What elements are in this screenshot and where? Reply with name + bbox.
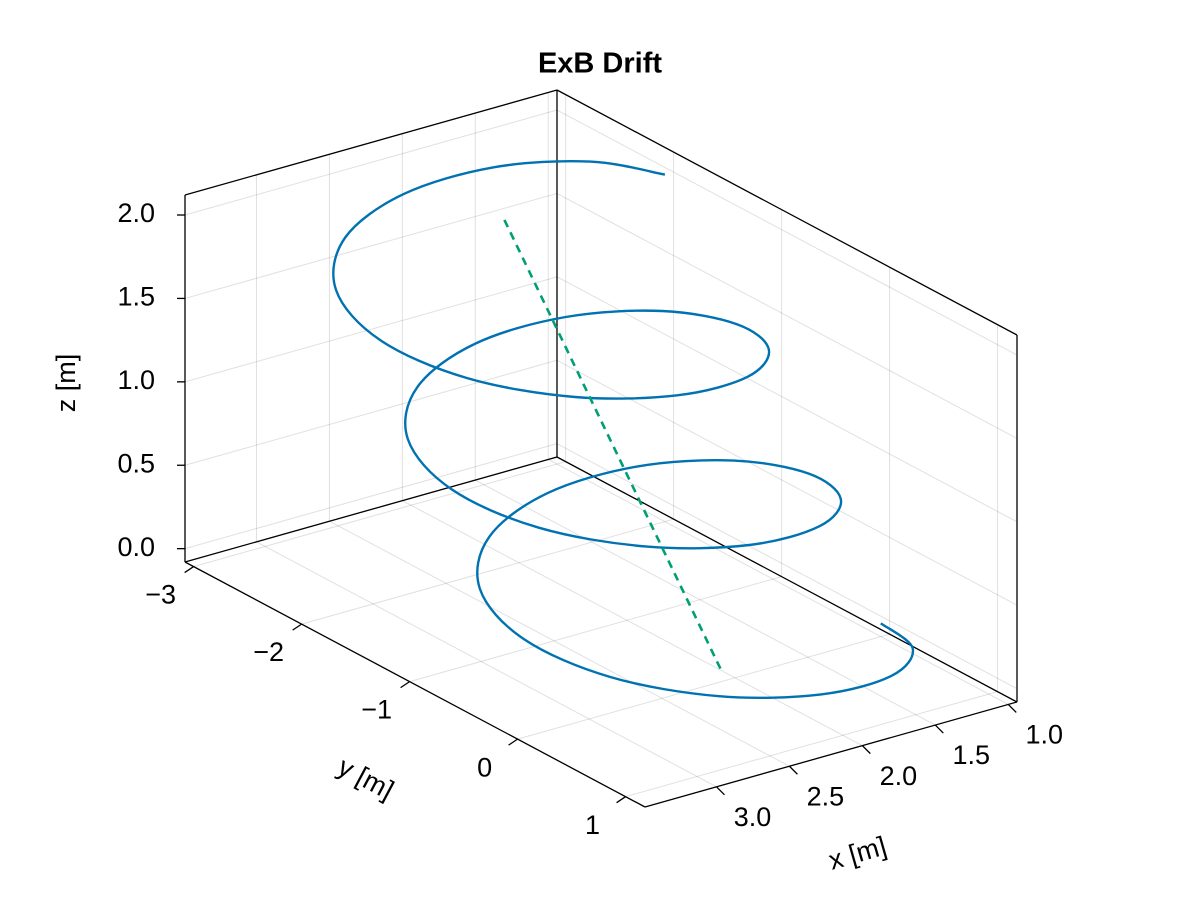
trajectory-line	[332, 160, 915, 699]
grid-line	[548, 459, 1009, 705]
y-tick	[508, 738, 518, 746]
grid-line	[556, 359, 1018, 606]
grid-line	[402, 500, 863, 747]
grid-line	[556, 192, 1018, 439]
grid-line	[184, 276, 558, 383]
y-tick	[184, 566, 194, 574]
guiding-center-line	[503, 219, 722, 670]
ticks: 0.0 0.5 1.0 1.5 2.0 −3 −2 −1 0 1 1.0 1.5 2.0 2.5 3.0	[117, 198, 1063, 840]
y-tick-label: −3	[145, 580, 176, 610]
y-tick-label: −1	[361, 695, 392, 725]
grid-line	[517, 633, 890, 740]
plot-area	[332, 160, 915, 699]
axis-edge	[184, 89, 558, 196]
axis-edge	[644, 701, 1018, 808]
x-tick	[1007, 704, 1017, 713]
z-axis-label: z [m]	[51, 354, 81, 413]
axis-edge	[556, 456, 1018, 703]
y-tick	[292, 623, 302, 631]
x-tick-label: 1.5	[953, 740, 991, 770]
z-tick-label: 0.0	[117, 532, 155, 562]
axis-box	[184, 89, 1018, 808]
grid-line	[184, 109, 558, 216]
grid-line	[184, 192, 558, 299]
grid-line	[409, 576, 782, 683]
x-tick	[861, 745, 871, 755]
grid-line	[329, 520, 790, 767]
grid-line	[301, 518, 674, 625]
z-tick-label: 1.0	[117, 365, 155, 395]
grid-line	[184, 443, 558, 550]
grid	[184, 92, 1018, 798]
grid-line	[556, 276, 1018, 523]
x-tick-label: 2.0	[880, 761, 918, 791]
grid-line	[625, 691, 998, 798]
grid-line	[556, 443, 1018, 690]
y-tick	[400, 681, 410, 689]
y-tick-label: 1	[585, 810, 600, 840]
axis-edge	[556, 89, 1018, 336]
chart-title: ExB Drift	[538, 48, 662, 80]
x-tick-label: 1.0	[1025, 720, 1063, 750]
axis-edge	[184, 561, 646, 808]
x-tick	[788, 765, 798, 775]
grid-line	[556, 109, 1018, 356]
z-tick-label: 2.0	[117, 198, 155, 228]
grid-line	[184, 359, 558, 466]
x-tick	[716, 786, 725, 796]
grid-line	[475, 479, 936, 726]
grid-line	[193, 461, 566, 568]
x-tick	[934, 724, 944, 734]
z-tick-label: 0.5	[117, 448, 155, 478]
grid-line	[256, 541, 717, 788]
axis-edge	[184, 456, 558, 563]
y-tick-label: −2	[253, 637, 284, 667]
x-tick-label: 3.0	[734, 802, 772, 832]
x-tick-label: 2.5	[807, 781, 845, 811]
z-tick-label: 1.5	[117, 282, 155, 312]
y-tick-label: 0	[477, 752, 492, 782]
y-tick	[616, 796, 626, 804]
